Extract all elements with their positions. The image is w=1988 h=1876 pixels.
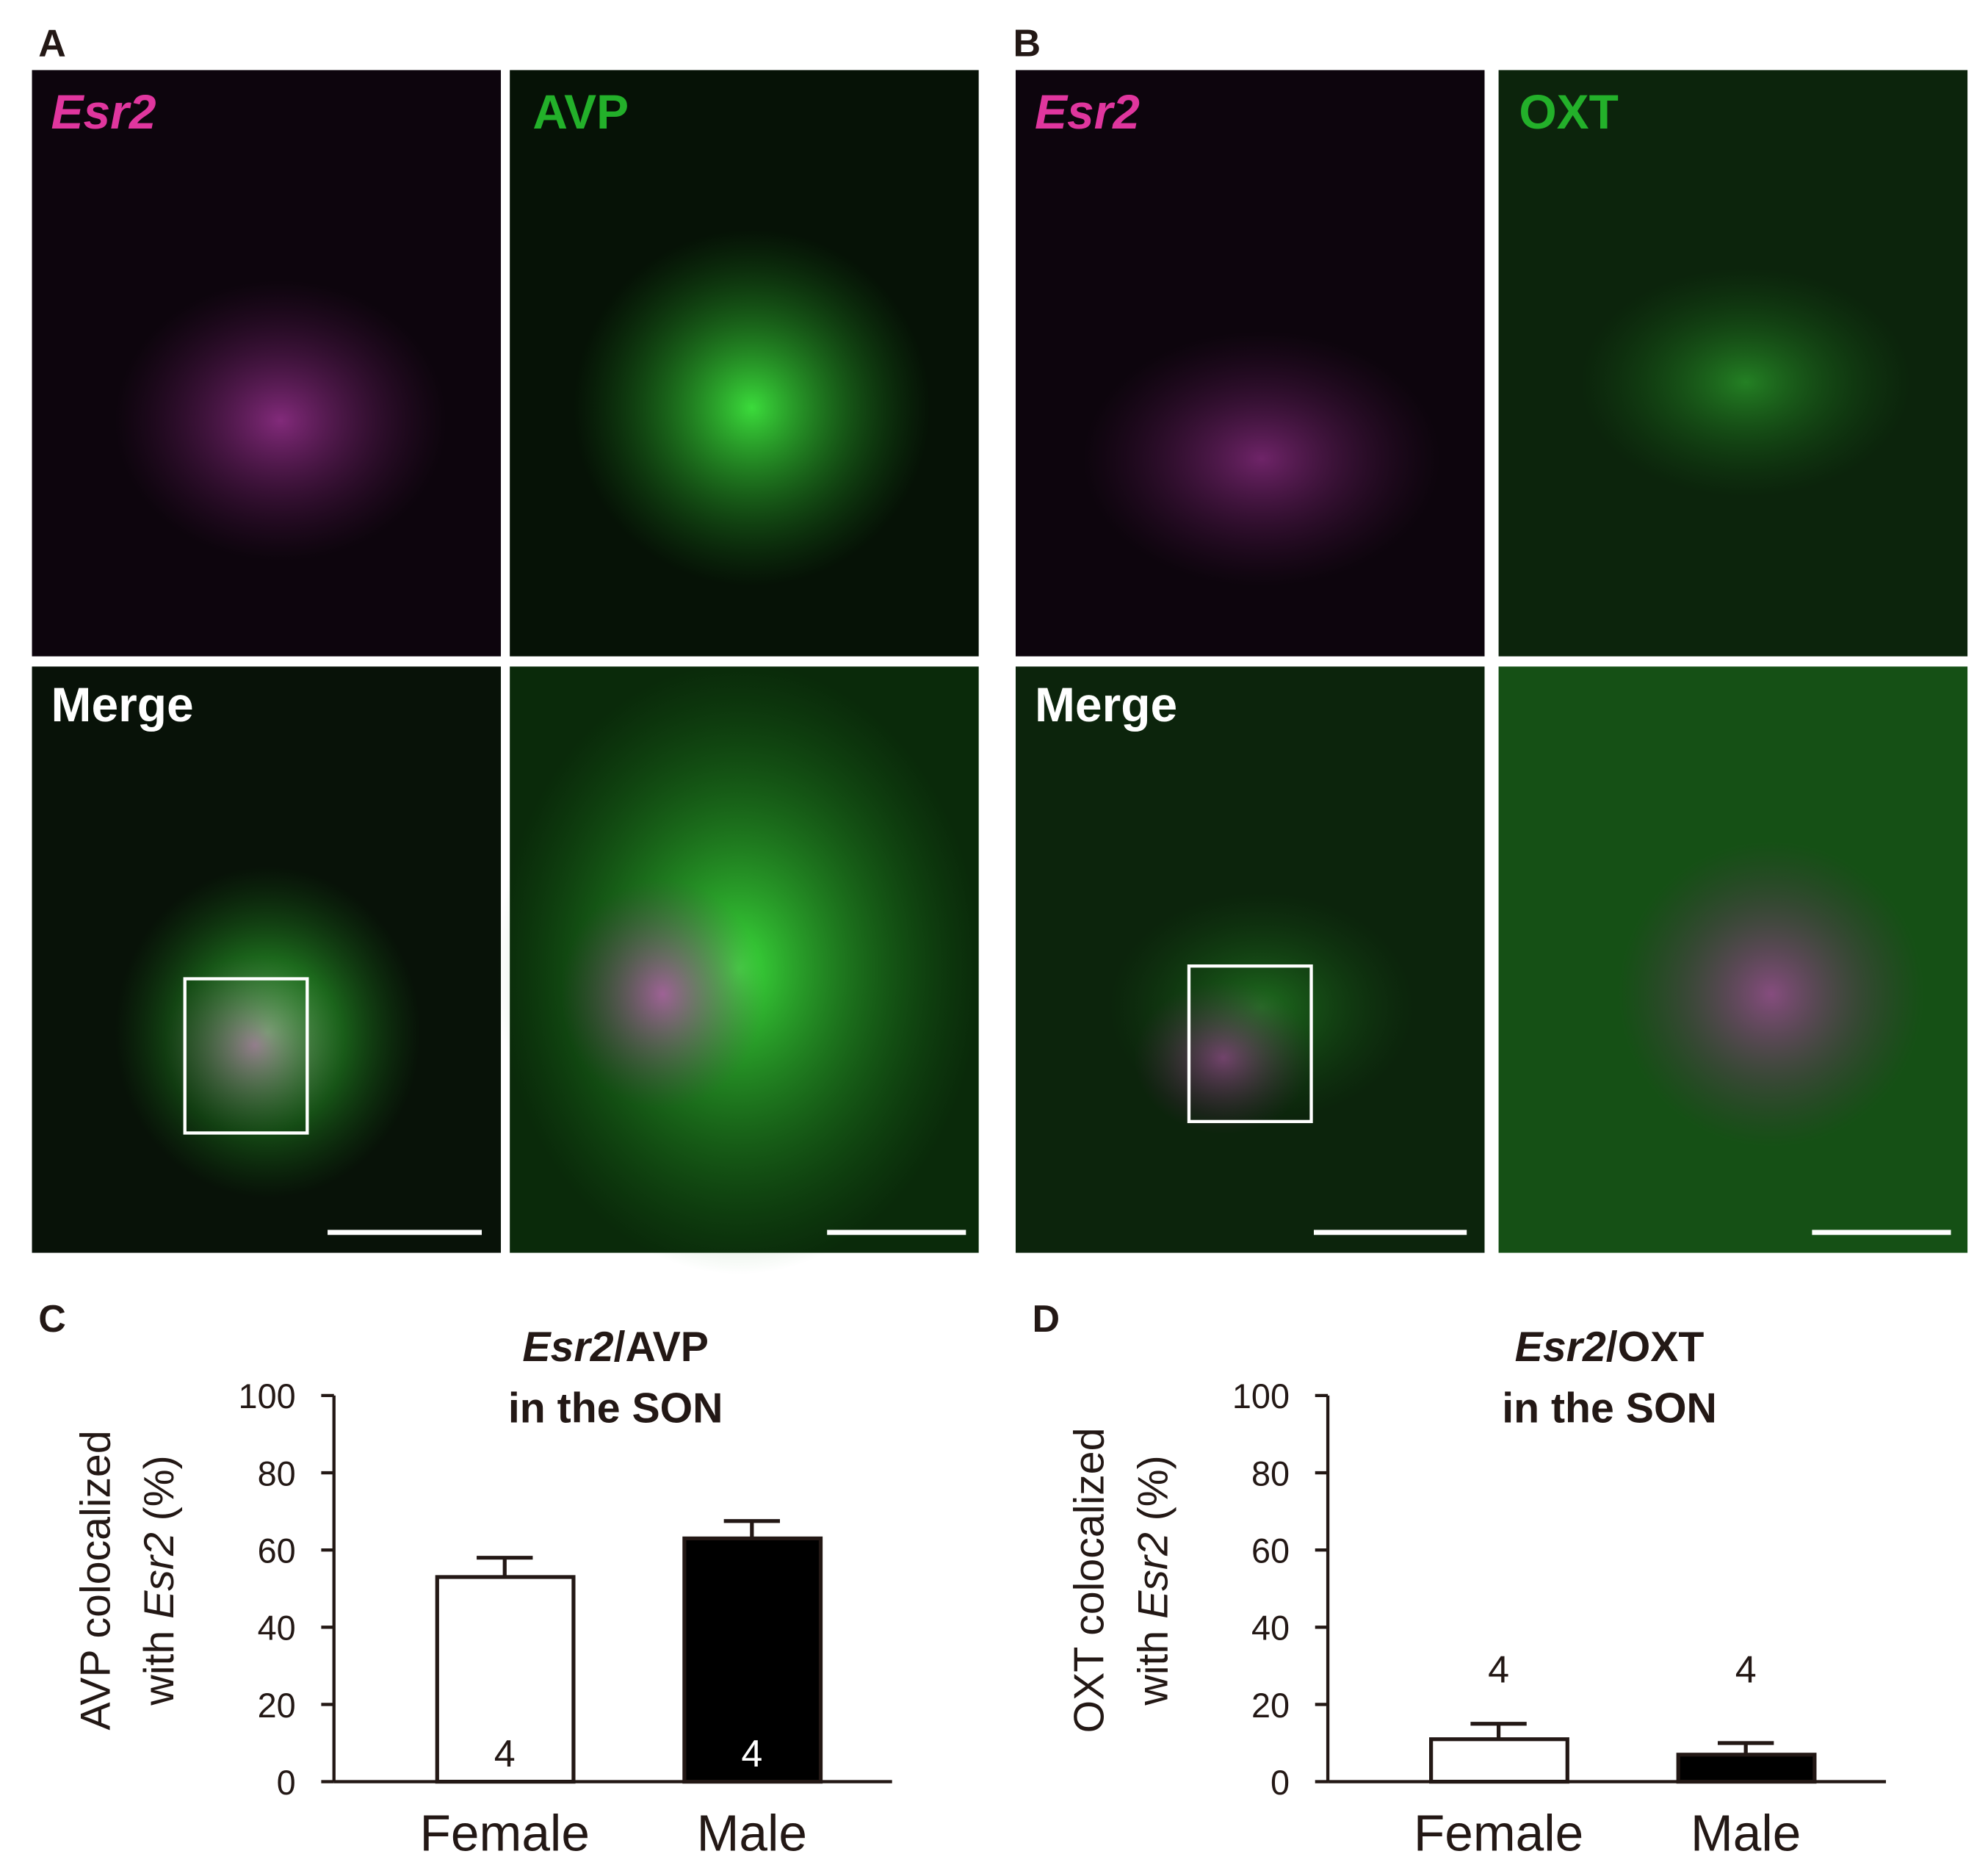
panel-letter: D <box>1033 1298 1060 1341</box>
y-tick-label: 80 <box>1251 1454 1290 1493</box>
y-label-part: with <box>136 1619 183 1706</box>
signal <box>560 879 765 1109</box>
y-tick-label: 60 <box>258 1532 296 1570</box>
channel-label: Esr2 <box>51 84 156 139</box>
bar <box>682 1536 823 1784</box>
y-label-part: Esr2 <box>1129 1532 1176 1619</box>
inset-box <box>1187 964 1313 1124</box>
x-tick-label: Male <box>697 1804 807 1861</box>
y-axis-label: with Esr2 (%) <box>136 1455 183 1706</box>
signal <box>115 280 447 561</box>
title-rest: /AVP <box>614 1324 709 1371</box>
inset-box <box>183 977 309 1135</box>
channel-label: Merge <box>1035 677 1177 732</box>
chart-title: Esr2/AVP <box>522 1324 709 1371</box>
chart-title: in the SON <box>1502 1385 1717 1432</box>
y-tick-label: 40 <box>258 1609 296 1648</box>
y-axis-label: OXT colocalized <box>1066 1428 1113 1734</box>
y-axis-label: with Esr2 (%) <box>1129 1455 1176 1706</box>
y-tick-label: 0 <box>277 1764 296 1802</box>
panel-letter: B <box>1013 22 1041 65</box>
n-label: 4 <box>1735 1648 1757 1691</box>
y-tick-label: 20 <box>1251 1686 1290 1725</box>
n-label: 4 <box>494 1733 516 1775</box>
y-tick-label: 60 <box>1251 1532 1290 1570</box>
x-tick-label: Female <box>1414 1804 1583 1861</box>
bar <box>1676 1753 1817 1784</box>
x-tick-label: Male <box>1691 1804 1801 1861</box>
y-tick-label: 40 <box>1251 1609 1290 1648</box>
title-rest: /OXT <box>1606 1324 1705 1371</box>
x-tick-label: Female <box>420 1804 590 1861</box>
y-label-part: (%) <box>136 1455 183 1532</box>
signal <box>1134 981 1313 1135</box>
channel-label: OXT <box>1519 84 1619 139</box>
signal <box>165 956 344 1135</box>
title-italic: Esr2 <box>522 1324 613 1371</box>
y-tick-label: 0 <box>1270 1764 1290 1802</box>
bar <box>435 1575 576 1784</box>
bar <box>1429 1737 1569 1784</box>
channel-label: Merge <box>51 677 194 732</box>
y-label-part: Esr2 <box>136 1532 183 1619</box>
y-label-part: (%) <box>1129 1455 1176 1532</box>
y-tick-label: 20 <box>258 1686 296 1725</box>
panel-letter: A <box>38 22 66 65</box>
micrographs <box>32 70 1968 1275</box>
channel-label: AVP <box>532 84 629 139</box>
n-label: 4 <box>741 1733 762 1775</box>
title-italic: Esr2 <box>1515 1324 1606 1371</box>
signal <box>573 229 930 587</box>
y-tick-label: 100 <box>1232 1377 1290 1415</box>
chart-title: Esr2/OXT <box>1515 1324 1705 1371</box>
signal <box>1082 331 1440 587</box>
y-axis-label: AVP colocalized <box>72 1430 119 1730</box>
signal <box>1580 267 1912 497</box>
panel-letter: C <box>38 1298 66 1341</box>
signal <box>1618 841 1925 1147</box>
y-label-part: with <box>1129 1619 1176 1706</box>
channel-label: Esr2 <box>1035 84 1140 139</box>
chart-title: in the SON <box>508 1385 723 1432</box>
y-tick-label: 100 <box>239 1377 296 1415</box>
y-tick-label: 80 <box>258 1454 296 1493</box>
n-label: 4 <box>1488 1648 1509 1691</box>
